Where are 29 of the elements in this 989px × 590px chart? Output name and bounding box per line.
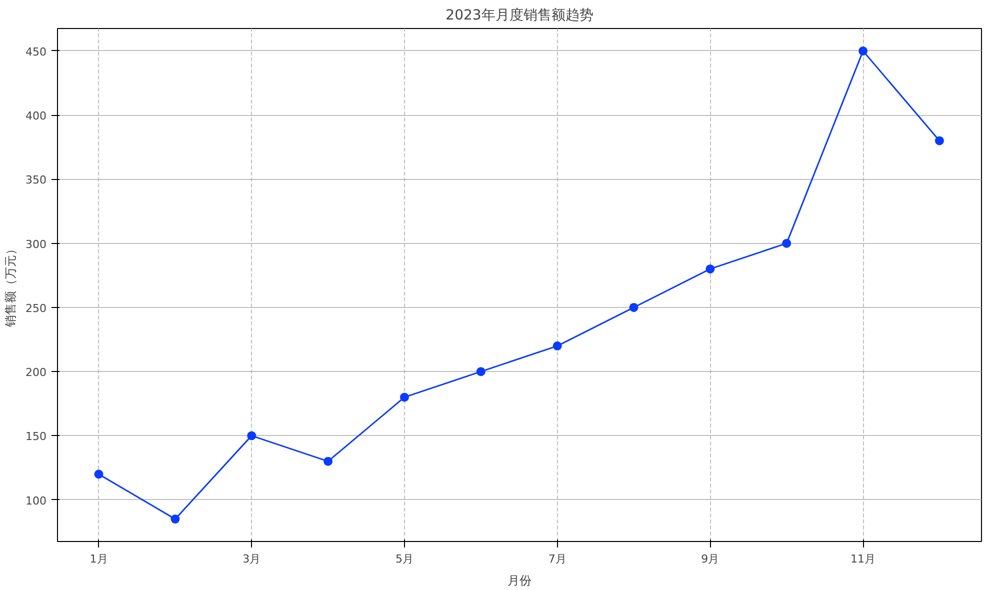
point (324, 456, 333, 466)
x-tick-label: 7月 (548, 552, 566, 566)
point (552, 341, 562, 350)
y-tick-label: 150 (26, 430, 47, 444)
y-tick-label: 400 (26, 110, 47, 123)
point (400, 392, 409, 402)
point (858, 46, 868, 56)
point (476, 367, 486, 376)
chart-title: 2023年月度销售额趋势 (446, 8, 594, 24)
y-tick-label: 300 (26, 238, 47, 251)
y-tick-label: 250 (26, 302, 47, 315)
y-tick-label: 350 (26, 174, 47, 187)
y-axis-title: 销售额（万元） (4, 243, 18, 328)
point (94, 470, 104, 479)
x-tick-label: 5月 (395, 552, 414, 566)
point (247, 431, 256, 440)
y-tick-label: 450 (26, 45, 47, 58)
x-tick-label: 1月 (90, 552, 108, 566)
point (629, 302, 638, 312)
y-tick-label: 200 (26, 366, 47, 380)
point (782, 238, 792, 248)
x-tick-label: 3月 (242, 552, 261, 566)
x-tick-label: 11月 (850, 552, 876, 566)
point (934, 136, 944, 146)
x-axis-title: 月份 (508, 574, 532, 588)
point (706, 264, 715, 274)
x-tick-label: 9月 (701, 552, 720, 566)
point (170, 514, 180, 524)
y-tick-label: 100 (26, 494, 47, 508)
